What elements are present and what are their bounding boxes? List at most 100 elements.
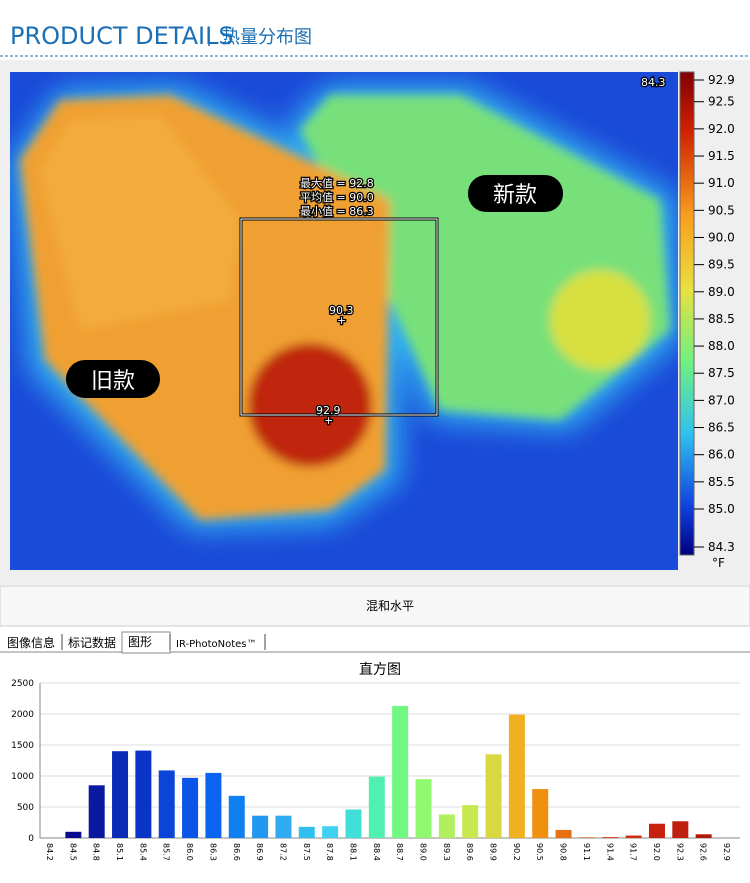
y-tick-label: 2500 bbox=[11, 679, 34, 689]
colorbar-tick-label: 88.5 bbox=[708, 312, 735, 326]
bar bbox=[228, 795, 245, 838]
x-tick-label: 85.4 bbox=[138, 843, 147, 861]
bar bbox=[65, 831, 82, 838]
bar bbox=[322, 826, 339, 838]
header-subtitle: 热量分布图 bbox=[222, 27, 312, 48]
bar bbox=[205, 772, 222, 838]
colorbar-tick-label: 86.0 bbox=[708, 448, 735, 462]
y-tick-label: 2000 bbox=[11, 710, 34, 720]
x-tick-label: 89.0 bbox=[419, 843, 428, 861]
max-value: 92.9 bbox=[316, 404, 341, 417]
x-tick-label: 86.3 bbox=[208, 843, 217, 861]
bar bbox=[555, 829, 572, 838]
colorbar-tick-label: 87.5 bbox=[708, 366, 735, 380]
colorbar-tick-label: 91.0 bbox=[708, 176, 735, 190]
y-tick-label: 0 bbox=[28, 834, 34, 844]
status: 混和水平 bbox=[366, 599, 414, 613]
bar bbox=[508, 714, 525, 838]
colorbar-tick-label: 84.3 bbox=[708, 540, 735, 554]
colorbar-tick-label: 88.0 bbox=[708, 339, 735, 353]
colorbar-tick-label: 91.5 bbox=[708, 149, 735, 163]
chart-title: 直方图 bbox=[359, 661, 401, 678]
bar bbox=[672, 821, 689, 838]
colorbar-tick-label: 89.0 bbox=[708, 285, 735, 299]
x-tick-label: 86.9 bbox=[255, 843, 264, 861]
bar bbox=[532, 789, 549, 838]
x-tick-label: 89.6 bbox=[465, 843, 474, 861]
bar bbox=[695, 834, 712, 838]
pill bbox=[468, 175, 563, 212]
colorbar-tick-label: 92.0 bbox=[708, 122, 735, 136]
bar bbox=[158, 770, 175, 838]
bar bbox=[252, 815, 269, 838]
bar bbox=[602, 837, 619, 838]
bar bbox=[298, 826, 315, 838]
tab[interactable]: 标记数据 bbox=[68, 635, 116, 650]
stat-max: 最大值 = 92.8 bbox=[300, 176, 374, 190]
bar bbox=[648, 823, 665, 838]
bar bbox=[578, 837, 595, 838]
x-tick-label: 87.8 bbox=[325, 843, 334, 861]
header-separator: ¦ bbox=[206, 27, 212, 48]
y-tick-label: 1000 bbox=[11, 772, 34, 782]
colorbar-tick-label: 90.5 bbox=[708, 203, 735, 217]
x-tick-label: 92.0 bbox=[652, 843, 661, 861]
label-new: 新款 bbox=[493, 183, 537, 208]
x-tick-label: 89.9 bbox=[489, 843, 498, 861]
old-hot-spot bbox=[248, 343, 372, 467]
x-tick-label: 84.8 bbox=[92, 843, 101, 861]
x-tick-label: 84.2 bbox=[45, 843, 54, 861]
colorbar-tick-label: 92.9 bbox=[708, 73, 735, 87]
x-tick-label: 88.1 bbox=[348, 843, 357, 861]
x-tick-label: 91.7 bbox=[629, 843, 638, 861]
roi bbox=[240, 218, 438, 416]
colorbar-tick-label: 85.0 bbox=[708, 502, 735, 516]
colorbar-tick-label: 87.0 bbox=[708, 393, 735, 407]
tab[interactable]: 图像信息 bbox=[7, 635, 55, 650]
x-tick-label: 87.2 bbox=[278, 843, 287, 861]
x-tick-label: 90.8 bbox=[559, 843, 568, 861]
x-tick-label: 89.3 bbox=[442, 843, 451, 861]
bar bbox=[485, 754, 502, 838]
corner-value: 84.3 bbox=[641, 76, 666, 89]
colorbar-tick-label: 86.5 bbox=[708, 421, 735, 435]
bar bbox=[392, 705, 409, 838]
bar bbox=[135, 750, 152, 838]
colorbar bbox=[679, 71, 695, 556]
x-tick-label: 84.5 bbox=[68, 843, 77, 861]
bar bbox=[415, 779, 432, 838]
bar bbox=[275, 815, 292, 838]
x-tick-label: 88.7 bbox=[395, 843, 404, 861]
new-warm-spot bbox=[550, 270, 650, 370]
center-marker: + bbox=[337, 314, 346, 327]
x-tick-label: 90.2 bbox=[512, 843, 521, 861]
bar bbox=[625, 835, 642, 838]
stat-avg: 平均值 = 90.0 bbox=[300, 191, 374, 204]
pill bbox=[66, 360, 160, 398]
x-tick-label: 90.5 bbox=[535, 843, 544, 861]
x-tick-label: 91.4 bbox=[605, 843, 614, 861]
x-tick-label: 85.7 bbox=[162, 843, 171, 861]
bar bbox=[88, 785, 105, 838]
old-box-top bbox=[40, 115, 240, 330]
bar bbox=[462, 805, 479, 838]
y-tick-label: 500 bbox=[17, 803, 34, 813]
tab[interactable]: 图形 bbox=[128, 635, 152, 649]
bar bbox=[112, 751, 129, 838]
tab[interactable]: IR-PhotoNotes™ bbox=[176, 639, 257, 650]
x-tick-label: 85.1 bbox=[115, 843, 124, 861]
colorbar-unit: °F bbox=[712, 556, 725, 570]
colorbar-tick-label: 89.5 bbox=[708, 258, 735, 272]
colorbar-tick-label: 92.5 bbox=[708, 95, 735, 109]
bar bbox=[438, 814, 455, 838]
max-marker: + bbox=[324, 414, 333, 427]
x-tick-label: 92.6 bbox=[699, 843, 708, 861]
x-tick-label: 87.5 bbox=[302, 843, 311, 861]
stat-min: 最小值 = 86.3 bbox=[300, 205, 374, 218]
colorbar-tick-label: 85.5 bbox=[708, 475, 735, 489]
x-tick-label: 86.0 bbox=[185, 843, 194, 861]
x-tick-label: 91.1 bbox=[582, 843, 591, 861]
bar bbox=[368, 776, 385, 838]
tab-bar bbox=[0, 630, 750, 652]
